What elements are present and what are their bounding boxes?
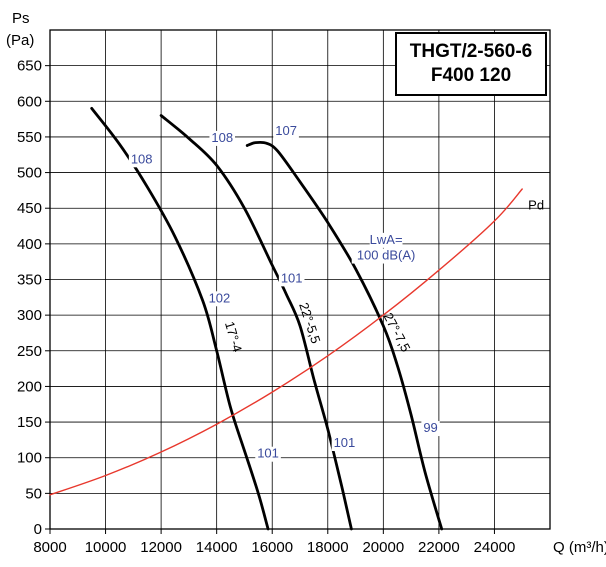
series-layer: 17°-4 22°-5,5 27°-7,5Pd bbox=[49, 107, 544, 531]
x-tick-label: 12000 bbox=[140, 539, 182, 556]
series-label: 17°-4 bbox=[222, 320, 245, 354]
annotation-background bbox=[209, 130, 236, 146]
x-tick-label: 20000 bbox=[362, 539, 404, 556]
annotation-background bbox=[331, 436, 358, 452]
y-tick-label: 200 bbox=[17, 378, 42, 395]
annotation-label: LwA= bbox=[370, 232, 403, 247]
annotation-background bbox=[369, 232, 403, 248]
series-line-pd bbox=[49, 188, 523, 496]
x-tick-label: 22000 bbox=[418, 539, 460, 556]
series-label: Pd bbox=[528, 198, 544, 213]
tick-labels: 8000 10000 12000 14000 16000 18000 20000 22000 2… bbox=[17, 58, 606, 556]
annotation-background bbox=[128, 152, 155, 168]
annotation-label: 101 bbox=[257, 446, 279, 461]
annotation-background bbox=[273, 123, 299, 139]
annotation-background bbox=[206, 291, 233, 307]
y-tick-label: 100 bbox=[17, 450, 42, 467]
annotation-label: 100 dB(A) bbox=[357, 248, 416, 263]
y-tick-label: 150 bbox=[17, 414, 42, 431]
y-tick-label: 0 bbox=[34, 521, 42, 538]
y-tick-label: 450 bbox=[17, 200, 42, 217]
x-tick-label: 16000 bbox=[251, 539, 293, 556]
y-tick-label: 350 bbox=[17, 272, 42, 289]
x-tick-label: 24000 bbox=[474, 539, 516, 556]
y-axis-title-line2: (Pa) bbox=[6, 32, 34, 49]
y-tick-label: 400 bbox=[17, 236, 42, 253]
y-tick-label: 600 bbox=[17, 93, 42, 110]
y-tick-label: 500 bbox=[17, 165, 42, 182]
annotation-background bbox=[421, 421, 440, 437]
x-tick-label: 14000 bbox=[196, 539, 238, 556]
series-line-blade-3 bbox=[245, 140, 444, 531]
model-title-line2: F400 120 bbox=[430, 65, 512, 86]
x-tick-label: 8000 bbox=[33, 539, 66, 556]
y-tick-label: 250 bbox=[17, 343, 42, 360]
annotation-label: 108 bbox=[131, 151, 153, 166]
series-line-blade-2 bbox=[159, 114, 353, 531]
y-tick-label: 300 bbox=[17, 307, 42, 324]
annotation-label: 107 bbox=[275, 123, 297, 138]
annotation-label: 101 bbox=[281, 270, 303, 285]
annotation-label: 101 bbox=[334, 435, 356, 450]
x-tick-label: 10000 bbox=[85, 539, 127, 556]
annotation-label: 108 bbox=[211, 130, 233, 145]
model-title-box: THGT/2-560-6 F400 120 bbox=[395, 32, 547, 96]
annotation-label: 99 bbox=[423, 420, 437, 435]
y-tick-label: 50 bbox=[25, 485, 42, 502]
series-line-blade-1 bbox=[90, 107, 270, 531]
model-title-line1: THGT/2-560-6 bbox=[409, 41, 533, 62]
grid bbox=[45, 29, 551, 534]
x-axis-title: Q (m³/h) bbox=[553, 539, 606, 556]
annotation-background bbox=[255, 446, 281, 462]
annotations: 108 108 107 102 101 101 101 99 LwA=100 dB(A) bbox=[128, 123, 440, 462]
annotation-background bbox=[351, 248, 421, 264]
annotation-label: 102 bbox=[209, 290, 231, 305]
y-axis-title-line1: Ps bbox=[12, 10, 30, 27]
y-tick-label: 550 bbox=[17, 129, 42, 146]
y-tick-label: 650 bbox=[17, 58, 42, 75]
annotation-background bbox=[278, 271, 305, 287]
x-tick-label: 18000 bbox=[307, 539, 349, 556]
